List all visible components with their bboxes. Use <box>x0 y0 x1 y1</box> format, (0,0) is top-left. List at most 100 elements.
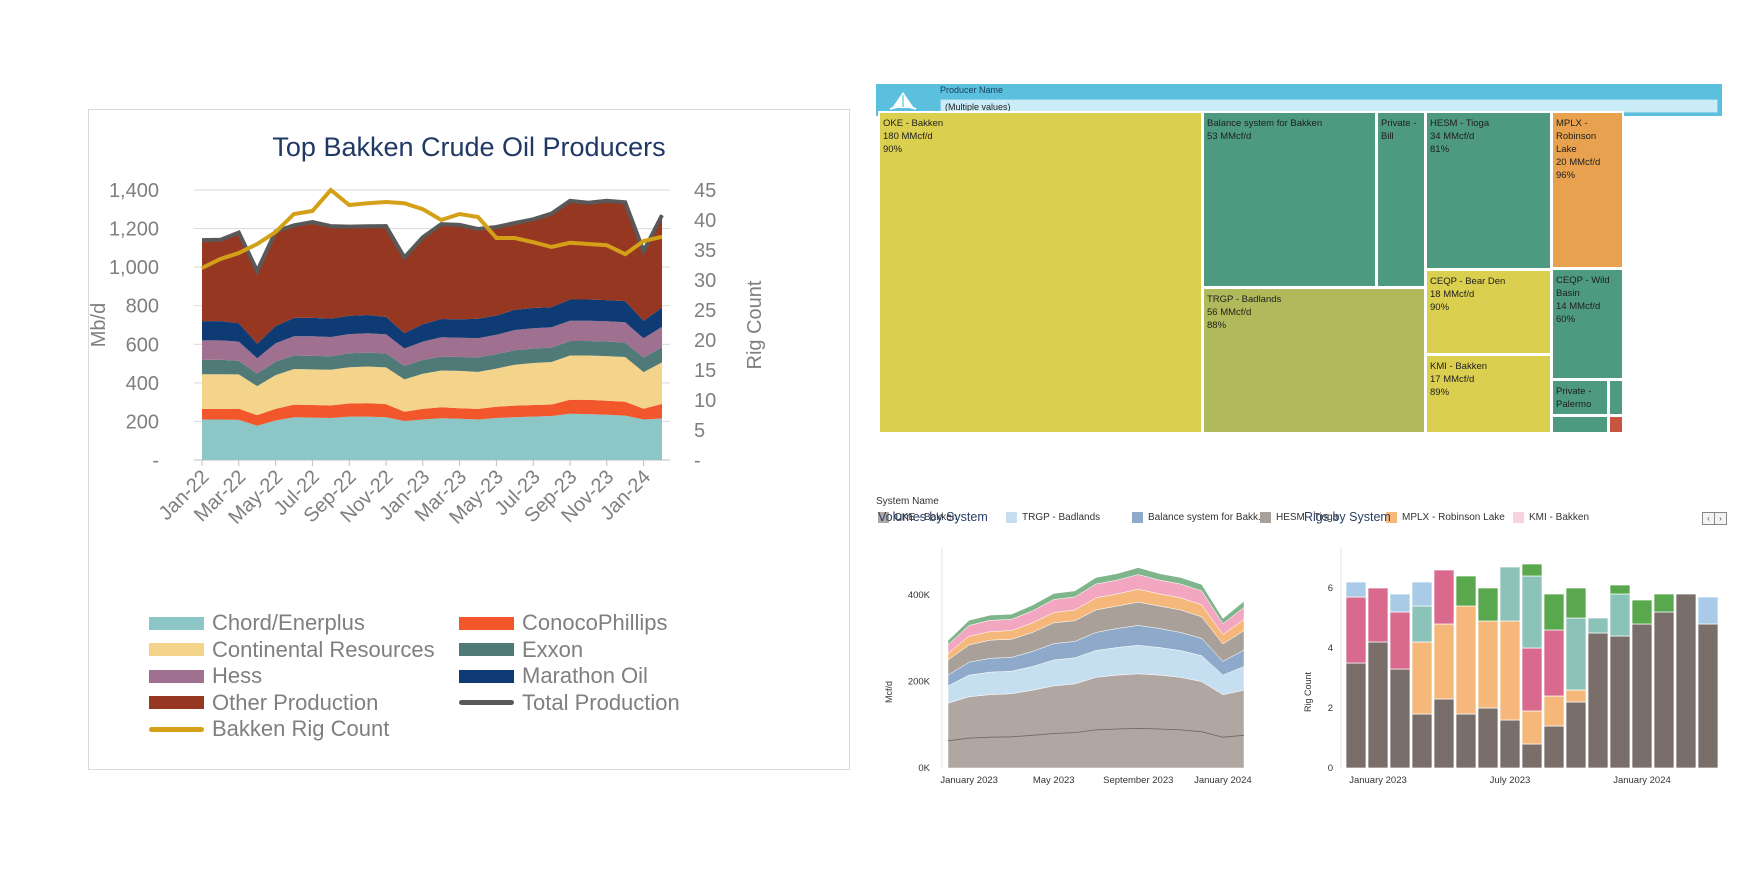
treemap-cell-text: 88% <box>1207 320 1227 331</box>
legend-swatch <box>1006 512 1017 523</box>
rig-bar-segment <box>1565 689 1587 703</box>
x-tick-label: January 2023 <box>940 775 998 786</box>
treemap-cell[interactable]: HESM - Tioga 34 MMcf/d 81% <box>1425 111 1552 270</box>
y2-tick-label: 35 <box>694 240 716 262</box>
y-tick-label: 1,000 <box>109 257 159 279</box>
treemap-cell-text: 53 MMcf/d <box>1207 131 1252 142</box>
area-series-other-production <box>202 200 662 344</box>
area-series-conocophillips <box>202 399 662 426</box>
rig-bar-segment <box>1433 569 1455 625</box>
legend-item: Chord/Enerplus <box>149 610 365 636</box>
treemap-cell-text: 14 MMcf/d <box>1556 301 1601 312</box>
rig-bar-segment <box>1631 623 1653 769</box>
treemap-cell-text: 34 MMcf/d <box>1430 131 1475 142</box>
treemap-cell[interactable]: Balance system for Bakken 53 MMcf/d <box>1202 111 1377 288</box>
rig-bar-segment <box>1455 575 1477 607</box>
rig-bar-segment <box>1455 713 1477 769</box>
rig-bar-segment <box>1521 647 1543 712</box>
volume-area-other <box>947 567 1245 646</box>
treemap-cell[interactable]: TRGP - Badlands 56 MMcf/d 88% <box>1202 287 1426 434</box>
rig-bar-segment <box>1411 605 1433 643</box>
system-legend-item[interactable]: TRGP - Badlands <box>1006 512 1100 523</box>
treemap-cell-text: 90% <box>883 144 903 155</box>
y-tick-label: - <box>152 450 159 472</box>
treemap-cell-text: 180 MMcf/d <box>883 131 933 142</box>
filter-label: Producer Name <box>940 85 1004 95</box>
treemap-cell[interactable] <box>1608 379 1624 416</box>
treemap-cell[interactable]: MPLX - Robinson Lake 20 MMcf/d 96% <box>1551 111 1624 269</box>
area-series-exxon <box>202 341 662 387</box>
legend-label: TRGP - Badlands <box>1022 512 1101 523</box>
y-axis-label: Mcf/d <box>884 681 894 703</box>
y-tick-label: 1,400 <box>109 180 159 202</box>
legend-item: Exxon <box>459 637 583 663</box>
legend-item: Total Production <box>459 690 680 716</box>
legend-next-button[interactable]: › <box>1714 512 1727 525</box>
system-legend-item[interactable]: KMI - Bakken <box>1513 512 1589 523</box>
y2-axis-label: Rig Count <box>744 280 766 369</box>
rig-bar-segment <box>1521 563 1543 577</box>
area-series-hess <box>202 320 662 374</box>
treemap-cell[interactable]: CEQP - Bear Den 18 MMcf/d 90% <box>1425 269 1552 355</box>
y-axis-label: Rig Count <box>1303 671 1313 712</box>
treemap-cell[interactable]: Private - Bill <box>1376 111 1426 288</box>
rig-bar-segment <box>1345 581 1367 598</box>
rig-bar-segment <box>1697 623 1719 769</box>
rig-bar-segment <box>1477 707 1499 769</box>
treemap-cell[interactable] <box>1551 415 1609 434</box>
rig-bar-segment <box>1455 605 1477 715</box>
treemap-cell-text: 17 MMcf/d <box>1430 374 1475 385</box>
legend-item: ConocoPhillips <box>459 610 668 636</box>
y-tick-label: 1,200 <box>109 219 159 241</box>
y2-tick-label: 20 <box>694 330 716 352</box>
treemap-cell-text: Balance system for Bakken <box>1207 118 1323 129</box>
system-legend-item[interactable]: OKE - Bakken <box>878 512 957 523</box>
treemap-cell-text: CEQP - Wild Basin <box>1556 275 1610 299</box>
system-legend-item[interactable]: Balance system for Bakk... <box>1132 512 1266 523</box>
legend-swatch <box>149 643 204 656</box>
legend-label: Continental Resources <box>212 636 435 662</box>
legend-label: Exxon <box>522 636 584 662</box>
system-legend-item[interactable]: MPLX - Robinson Lake <box>1386 512 1505 523</box>
legend-item: Hess <box>149 663 262 689</box>
legend-label: HESM - Tioga <box>1276 512 1339 523</box>
rigs-chart-title: Rigs by System <box>1304 510 1391 524</box>
legend-swatch <box>1513 512 1524 523</box>
treemap-cell[interactable]: KMI - Bakken 17 MMcf/d 89% <box>1425 354 1552 434</box>
volumes-chart-title: Volumes by System <box>878 510 988 524</box>
legend-swatch <box>149 726 204 732</box>
legend-swatch <box>149 616 204 630</box>
rig-bar-segment <box>1675 593 1697 769</box>
y-tick-label: 200K <box>908 677 931 688</box>
rig-bar-segment <box>1499 719 1521 769</box>
rig-bar-segment <box>1411 641 1433 715</box>
legend-label: Total Production <box>522 689 680 715</box>
system-legend-item[interactable]: HESM - Tioga <box>1260 512 1338 523</box>
treemap-cell[interactable] <box>1608 415 1624 434</box>
left-chart-plot: - 200 400 600 800 1,000 1,200 1,400 - 5 10 15 20 25 30… <box>89 180 766 529</box>
treemap-cell-text: CEQP - Bear Den <box>1430 276 1506 287</box>
y-tick-label: 0 <box>1328 763 1333 774</box>
rig-bar-segment <box>1609 584 1631 595</box>
x-tick-label: January 2024 <box>1194 775 1252 786</box>
treemap-cell[interactable]: Private - Palermo <box>1551 379 1609 416</box>
y-tick-label: 200 <box>126 411 159 433</box>
rig-bar-segment <box>1631 599 1653 625</box>
rig-bar-segment <box>1389 668 1411 769</box>
y2-tick-label: 25 <box>694 300 716 322</box>
rig-bar-segment <box>1543 695 1565 727</box>
treemap-cell[interactable]: OKE - Bakken 180 MMcf/d 90% <box>878 111 1203 434</box>
rig-bar-segment <box>1521 743 1543 769</box>
rig-bar-segment <box>1587 632 1609 769</box>
x-tick-label: May 2023 <box>1033 775 1075 786</box>
legend-swatch <box>459 616 514 630</box>
treemap-cell[interactable]: CEQP - Wild Basin 14 MMcf/d 60% <box>1551 268 1624 380</box>
treemap-cell-text: 18 MMcf/d <box>1430 289 1475 300</box>
rig-bar-segment <box>1521 575 1543 649</box>
y-tick-label: 800 <box>126 296 159 318</box>
rig-bar-segment <box>1543 629 1565 697</box>
legend-label: ConocoPhillips <box>522 610 668 635</box>
legend-item: Other Production <box>149 690 378 716</box>
y2-tick-label: 15 <box>694 360 716 382</box>
rig-bar-segment <box>1433 698 1455 769</box>
